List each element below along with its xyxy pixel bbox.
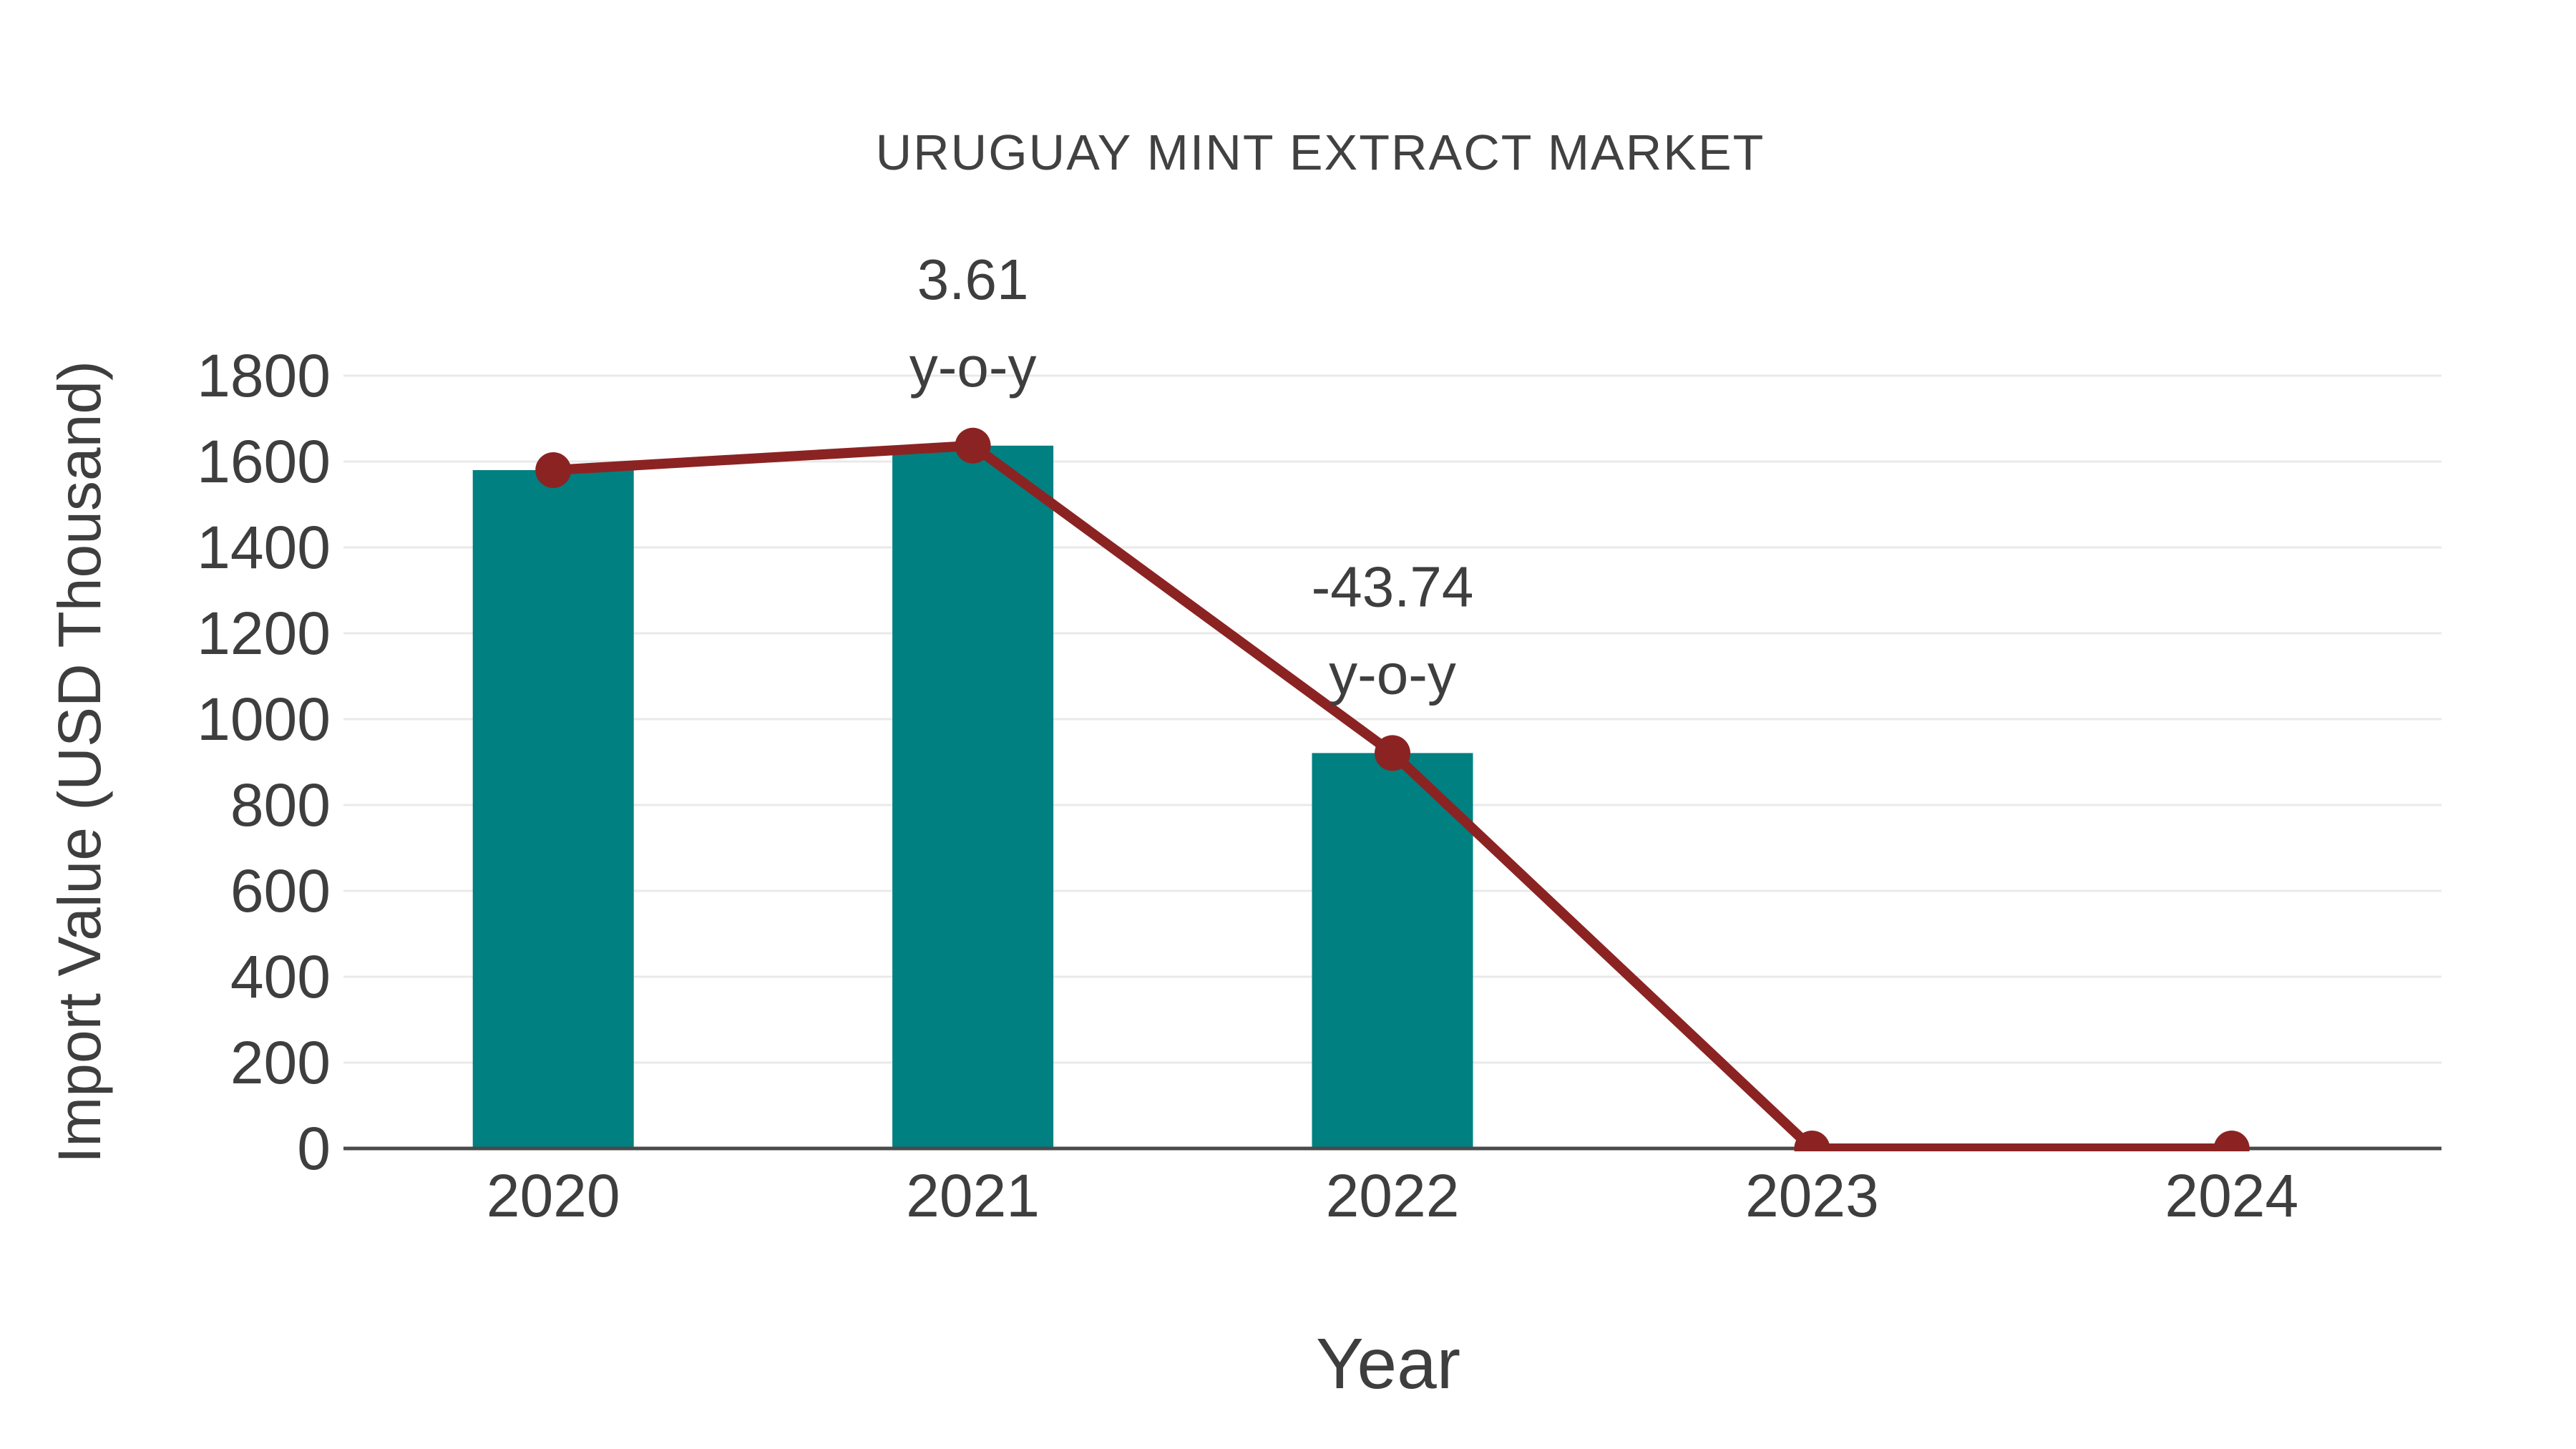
y-tick-label-1000: 1000 bbox=[197, 686, 331, 753]
bar-2020 bbox=[472, 470, 634, 1148]
y-tick-label-1800: 1800 bbox=[197, 342, 331, 409]
y-tick-label-600: 600 bbox=[230, 857, 331, 924]
y-tick-label-400: 400 bbox=[230, 943, 331, 1010]
bar-2022 bbox=[1312, 753, 1473, 1148]
x-tick-labels-layer: 2020 2021 2022 2023 2024 bbox=[487, 1162, 2298, 1229]
x-axis-title: Year bbox=[1316, 1324, 1460, 1404]
y-tick-label-1600: 1600 bbox=[197, 428, 331, 495]
line-series-layer bbox=[535, 427, 2250, 1151]
annotation-2021-line2: y-o-y bbox=[909, 335, 1037, 399]
y-tick-label-200: 200 bbox=[230, 1029, 331, 1096]
annotation-2022-line1: -43.74 bbox=[1312, 555, 1474, 618]
x-tick-label-2020: 2020 bbox=[487, 1162, 620, 1229]
marker-2022 bbox=[1375, 735, 1410, 771]
chart-title: URUGUAY MINT EXTRACT MARKET bbox=[876, 125, 1765, 180]
marker-2023 bbox=[1794, 1131, 1830, 1151]
annotation-2022-line2: y-o-y bbox=[1329, 642, 1456, 706]
marker-2020 bbox=[535, 452, 572, 488]
marker-2024 bbox=[2213, 1131, 2250, 1151]
annotation-2021-line1: 3.61 bbox=[917, 248, 1029, 311]
y-tick-label-1400: 1400 bbox=[197, 514, 331, 581]
annotations-layer: 3.61 y-o-y -43.74 y-o-y bbox=[909, 248, 1474, 706]
y-tick-labels-layer: 0 200 400 600 800 1000 1200 1400 1600 1800 bbox=[197, 342, 331, 1182]
x-tick-label-2023: 2023 bbox=[1745, 1162, 1879, 1229]
gridlines-layer bbox=[343, 374, 2441, 1064]
y-tick-label-1200: 1200 bbox=[197, 600, 331, 667]
x-tick-label-2022: 2022 bbox=[1326, 1162, 1460, 1229]
bar-series-layer bbox=[472, 445, 1473, 1148]
x-tick-label-2021: 2021 bbox=[906, 1162, 1040, 1229]
marker-2021 bbox=[955, 427, 991, 464]
y-tick-label-800: 800 bbox=[230, 771, 331, 839]
x-tick-label-2024: 2024 bbox=[2165, 1162, 2298, 1229]
y-axis-title: Import Value (USD Thousand) bbox=[46, 361, 113, 1163]
y-tick-label-0: 0 bbox=[297, 1115, 331, 1182]
bar-2021 bbox=[892, 445, 1054, 1148]
